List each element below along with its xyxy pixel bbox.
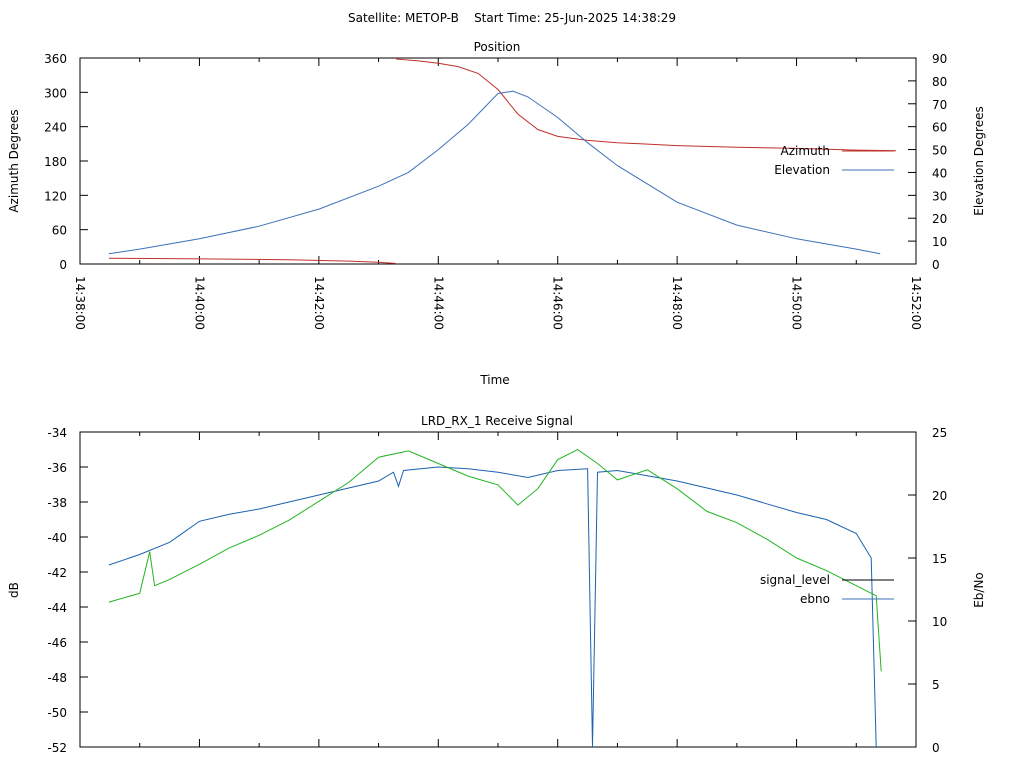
position-y-axis-label: Azimuth Degrees	[7, 109, 21, 212]
x-tick-label: 14:38:00	[73, 276, 87, 330]
y2-tick-label: 20	[932, 489, 947, 503]
series-line-azimuth	[108, 58, 897, 265]
position-chart: Position 0 60 120 180 240 300 360 0 10 20 30 40 50 6…	[7, 40, 986, 387]
y2-tick-label: 60	[932, 121, 947, 135]
y-tick-label: -36	[47, 461, 67, 475]
x-tick-label: 14:48:00	[670, 276, 684, 330]
signal-y-axis-label: dB	[7, 582, 21, 598]
position-series-lines	[108, 58, 897, 265]
y-tick-label: 360	[44, 52, 67, 66]
x-tick-label: 14:50:00	[790, 276, 804, 330]
y-tick-label: -48	[47, 671, 67, 685]
y-tick-label: -44	[47, 601, 67, 615]
y-tick-label: -34	[47, 426, 67, 440]
x-tick-label: 14:46:00	[551, 276, 565, 330]
y-tick-label: 300	[44, 86, 67, 100]
series-line-signal-level	[108, 466, 877, 748]
position-x-axis-label: Time	[479, 373, 509, 387]
y2-tick-label: 90	[932, 52, 947, 66]
y2-tick-label: 40	[932, 166, 947, 180]
y2-tick-label: 10	[932, 235, 947, 249]
y-tick-label: 120	[44, 189, 67, 203]
y-tick-label: 240	[44, 121, 67, 135]
page-title: Satellite: METOP-B Start Time: 25-Jun-20…	[348, 11, 676, 25]
signal-db-ticks: -34 -36 -38 -40 -42 -44 -46 -48 -50 -52	[47, 426, 88, 755]
y2-tick-label: 30	[932, 189, 947, 203]
y-tick-label: 60	[52, 224, 67, 238]
y-tick-label: -38	[47, 496, 67, 510]
signal-time-ticks	[79, 432, 917, 747]
signal-plot-frame	[79, 431, 917, 748]
y-tick-label: 180	[44, 155, 67, 169]
x-tick-label: 14:52:00	[909, 276, 923, 330]
y2-tick-label: 5	[932, 678, 940, 692]
signal-chart-title: LRD_RX_1 Receive Signal	[421, 414, 573, 428]
y-tick-label: -52	[47, 741, 67, 755]
y2-tick-label: 10	[932, 615, 947, 629]
x-tick-label: 14:40:00	[192, 276, 206, 330]
y-tick-label: 0	[59, 258, 67, 272]
x-tick-label: 14:44:00	[431, 276, 445, 330]
position-time-ticks: 14:38:00 14:40:00 14:42:00 14:44:00 14:46:00…	[73, 58, 923, 330]
y2-tick-label: 25	[932, 426, 947, 440]
legend-ebno-label: ebno	[800, 592, 830, 606]
signal-series-lines	[108, 449, 882, 748]
series-line-ebno	[108, 449, 882, 672]
signal-ebno-ticks: 0 5 10 15 20 25	[908, 426, 947, 755]
series-line-elevation	[108, 90, 881, 255]
position-legend: Azimuth Elevation	[774, 144, 894, 177]
position-y2-axis-label: Elevation Degrees	[972, 106, 986, 215]
legend-elevation-label: Elevation	[774, 163, 830, 177]
x-tick-label: 14:42:00	[312, 276, 326, 330]
y2-tick-label: 70	[932, 98, 947, 112]
y2-tick-label: 50	[932, 144, 947, 158]
y2-tick-label: 0	[932, 741, 940, 755]
y-tick-label: -50	[47, 706, 67, 720]
signal-legend: signal_level ebno	[760, 573, 894, 606]
position-azimuth-ticks: 0 60 120 180 240 300 360	[44, 52, 88, 272]
y2-tick-label: 15	[932, 552, 947, 566]
y2-tick-label: 0	[932, 258, 940, 272]
y2-tick-label: 80	[932, 75, 947, 89]
legend-signal-level-label: signal_level	[760, 573, 830, 587]
position-chart-title: Position	[474, 40, 521, 54]
y2-tick-label: 20	[932, 212, 947, 226]
position-elevation-ticks: 0 10 20 30 40 50 60 70 80 90	[908, 52, 947, 272]
y-tick-label: -40	[47, 531, 67, 545]
signal-chart: LRD_RX_1 Receive Signal -34-36-38-40-42-…	[7, 414, 986, 755]
y-tick-label: -42	[47, 566, 67, 580]
legend-azimuth-label: Azimuth	[781, 144, 830, 158]
signal-y2-axis-label: Eb/No	[972, 572, 986, 608]
y-tick-label: -46	[47, 636, 67, 650]
